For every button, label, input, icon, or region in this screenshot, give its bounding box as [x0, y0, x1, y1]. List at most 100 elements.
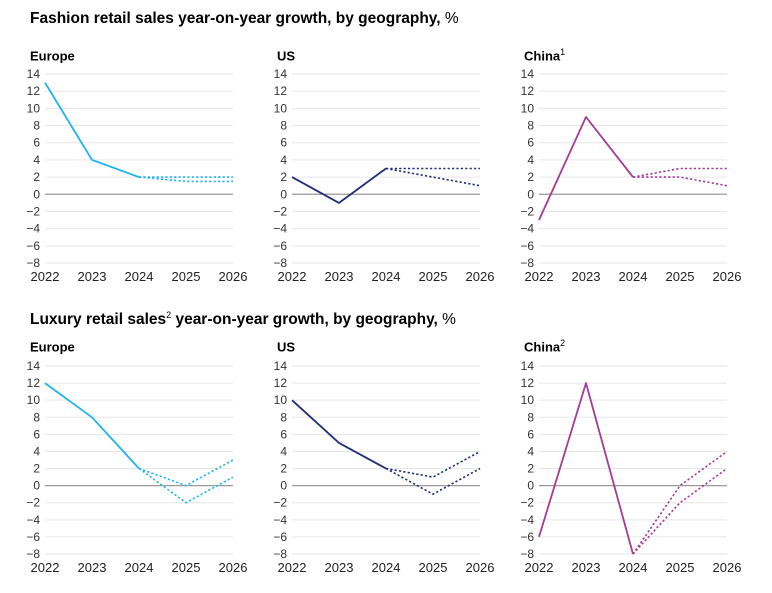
- x-tick-label: 2022: [525, 269, 554, 284]
- x-tick-label: 2023: [78, 269, 107, 284]
- x-tick-label: 2024: [125, 269, 154, 284]
- panel-title-text: China: [524, 339, 561, 355]
- series-line-forecast: [632, 450, 728, 555]
- y-tick-label: 8: [280, 119, 287, 133]
- series-line-forecast: [385, 167, 481, 187]
- series-line-forecast: [138, 467, 234, 504]
- y-tick-label: −2: [26, 496, 40, 510]
- series-line-forecast: [632, 167, 727, 178]
- x-tick-label: 2023: [78, 560, 107, 575]
- y-tick-label: −8: [520, 256, 534, 270]
- y-tick-label: 12: [27, 376, 41, 390]
- y-tick-label: 8: [33, 410, 40, 424]
- y-tick-label: 2: [33, 462, 40, 476]
- y-tick-label: 6: [280, 136, 287, 150]
- panel-title-luxury-china: China2: [524, 338, 565, 354]
- fashion-section-title: Fashion retail sales year-on-year growth…: [30, 9, 459, 28]
- y-tick-label: 14: [274, 359, 288, 373]
- series-line-actual: [291, 167, 387, 204]
- panel-title-luxury-europe: Europe: [30, 338, 75, 354]
- y-tick-label: 4: [280, 153, 287, 167]
- y-tick-label: 10: [521, 101, 535, 115]
- series-line-forecast: [138, 459, 234, 487]
- y-tick-label: 8: [280, 410, 287, 424]
- y-tick-label: 10: [521, 393, 535, 407]
- y-tick-label: 0: [527, 187, 534, 201]
- y-tick-label: 6: [527, 427, 534, 441]
- y-tick-label: 4: [280, 444, 287, 458]
- x-tick-label: 2026: [713, 560, 742, 575]
- x-tick-label: 2026: [466, 560, 495, 575]
- panel-title-text: Europe: [30, 339, 75, 355]
- panel-title-text: US: [277, 339, 296, 355]
- y-tick-label: 4: [527, 153, 534, 167]
- luxury-section-title: Luxury retail sales2 year-on-year growth…: [30, 310, 456, 329]
- y-tick-label: 12: [274, 84, 288, 98]
- y-tick-label: −8: [520, 547, 534, 561]
- y-tick-label: 8: [527, 410, 534, 424]
- y-tick-label: −6: [26, 239, 40, 253]
- x-tick-label: 2024: [372, 560, 401, 575]
- fashion-title-unit: %: [444, 10, 459, 28]
- y-tick-label: 10: [27, 393, 41, 407]
- y-tick-label: −2: [520, 204, 534, 218]
- luxury-title-text: Luxury retail sales: [30, 311, 167, 329]
- luxury-title-unit: %: [442, 311, 456, 329]
- panel-title-luxury-us: US: [277, 338, 295, 354]
- x-tick-label: 2022: [278, 560, 307, 575]
- y-tick-label: −2: [520, 496, 534, 510]
- series-line-forecast: [633, 176, 728, 187]
- y-tick-label: −6: [273, 239, 287, 253]
- y-tick-label: 2: [527, 462, 534, 476]
- panel-title-text: US: [277, 48, 296, 64]
- series-line-actual: [44, 382, 140, 470]
- x-tick-label: 2024: [619, 269, 648, 284]
- y-tick-label: 0: [527, 479, 534, 493]
- y-tick-label: 0: [280, 479, 287, 493]
- series-line-forecast: [632, 467, 728, 555]
- x-tick-label: 2026: [219, 560, 248, 575]
- y-tick-label: 6: [33, 136, 40, 150]
- y-tick-label: −6: [520, 239, 534, 253]
- y-tick-label: 8: [527, 119, 534, 133]
- y-tick-label: 10: [274, 101, 288, 115]
- series-line-actual: [44, 82, 140, 178]
- x-tick-label: 2025: [419, 560, 448, 575]
- x-tick-label: 2025: [666, 560, 695, 575]
- series-line-forecast: [385, 450, 481, 478]
- x-tick-label: 2024: [372, 269, 401, 284]
- y-tick-label: 12: [27, 84, 41, 98]
- x-tick-label: 2026: [713, 269, 742, 284]
- y-tick-label: −2: [273, 496, 287, 510]
- y-tick-label: −8: [273, 256, 287, 270]
- y-tick-label: −4: [273, 513, 287, 527]
- y-tick-label: −8: [273, 547, 287, 561]
- panel-title-text: Europe: [30, 48, 75, 64]
- y-tick-label: 6: [527, 136, 534, 150]
- y-tick-label: 6: [280, 427, 287, 441]
- y-tick-label: −8: [26, 547, 40, 561]
- x-tick-label: 2022: [278, 269, 307, 284]
- y-tick-label: 12: [521, 84, 535, 98]
- panel-title-sup: 2: [560, 338, 566, 348]
- y-tick-label: −4: [520, 222, 534, 236]
- luxury-title-sup: 2: [166, 310, 172, 320]
- series-line-actual: [291, 399, 387, 470]
- y-tick-label: −6: [273, 530, 287, 544]
- x-tick-label: 2025: [666, 269, 695, 284]
- x-tick-label: 2022: [31, 560, 60, 575]
- y-tick-label: 14: [274, 67, 288, 81]
- y-tick-label: 6: [33, 427, 40, 441]
- x-tick-label: 2025: [172, 269, 201, 284]
- y-tick-label: 2: [280, 462, 287, 476]
- y-tick-label: 12: [521, 376, 535, 390]
- y-tick-label: −8: [26, 256, 40, 270]
- series-line-forecast: [385, 467, 481, 496]
- y-tick-label: 10: [274, 393, 288, 407]
- luxury-title-after: year-on-year growth, by geography,: [171, 311, 438, 329]
- x-tick-label: 2026: [466, 269, 495, 284]
- y-tick-label: −4: [26, 222, 40, 236]
- y-tick-label: 2: [527, 170, 534, 184]
- y-tick-label: 14: [521, 67, 535, 81]
